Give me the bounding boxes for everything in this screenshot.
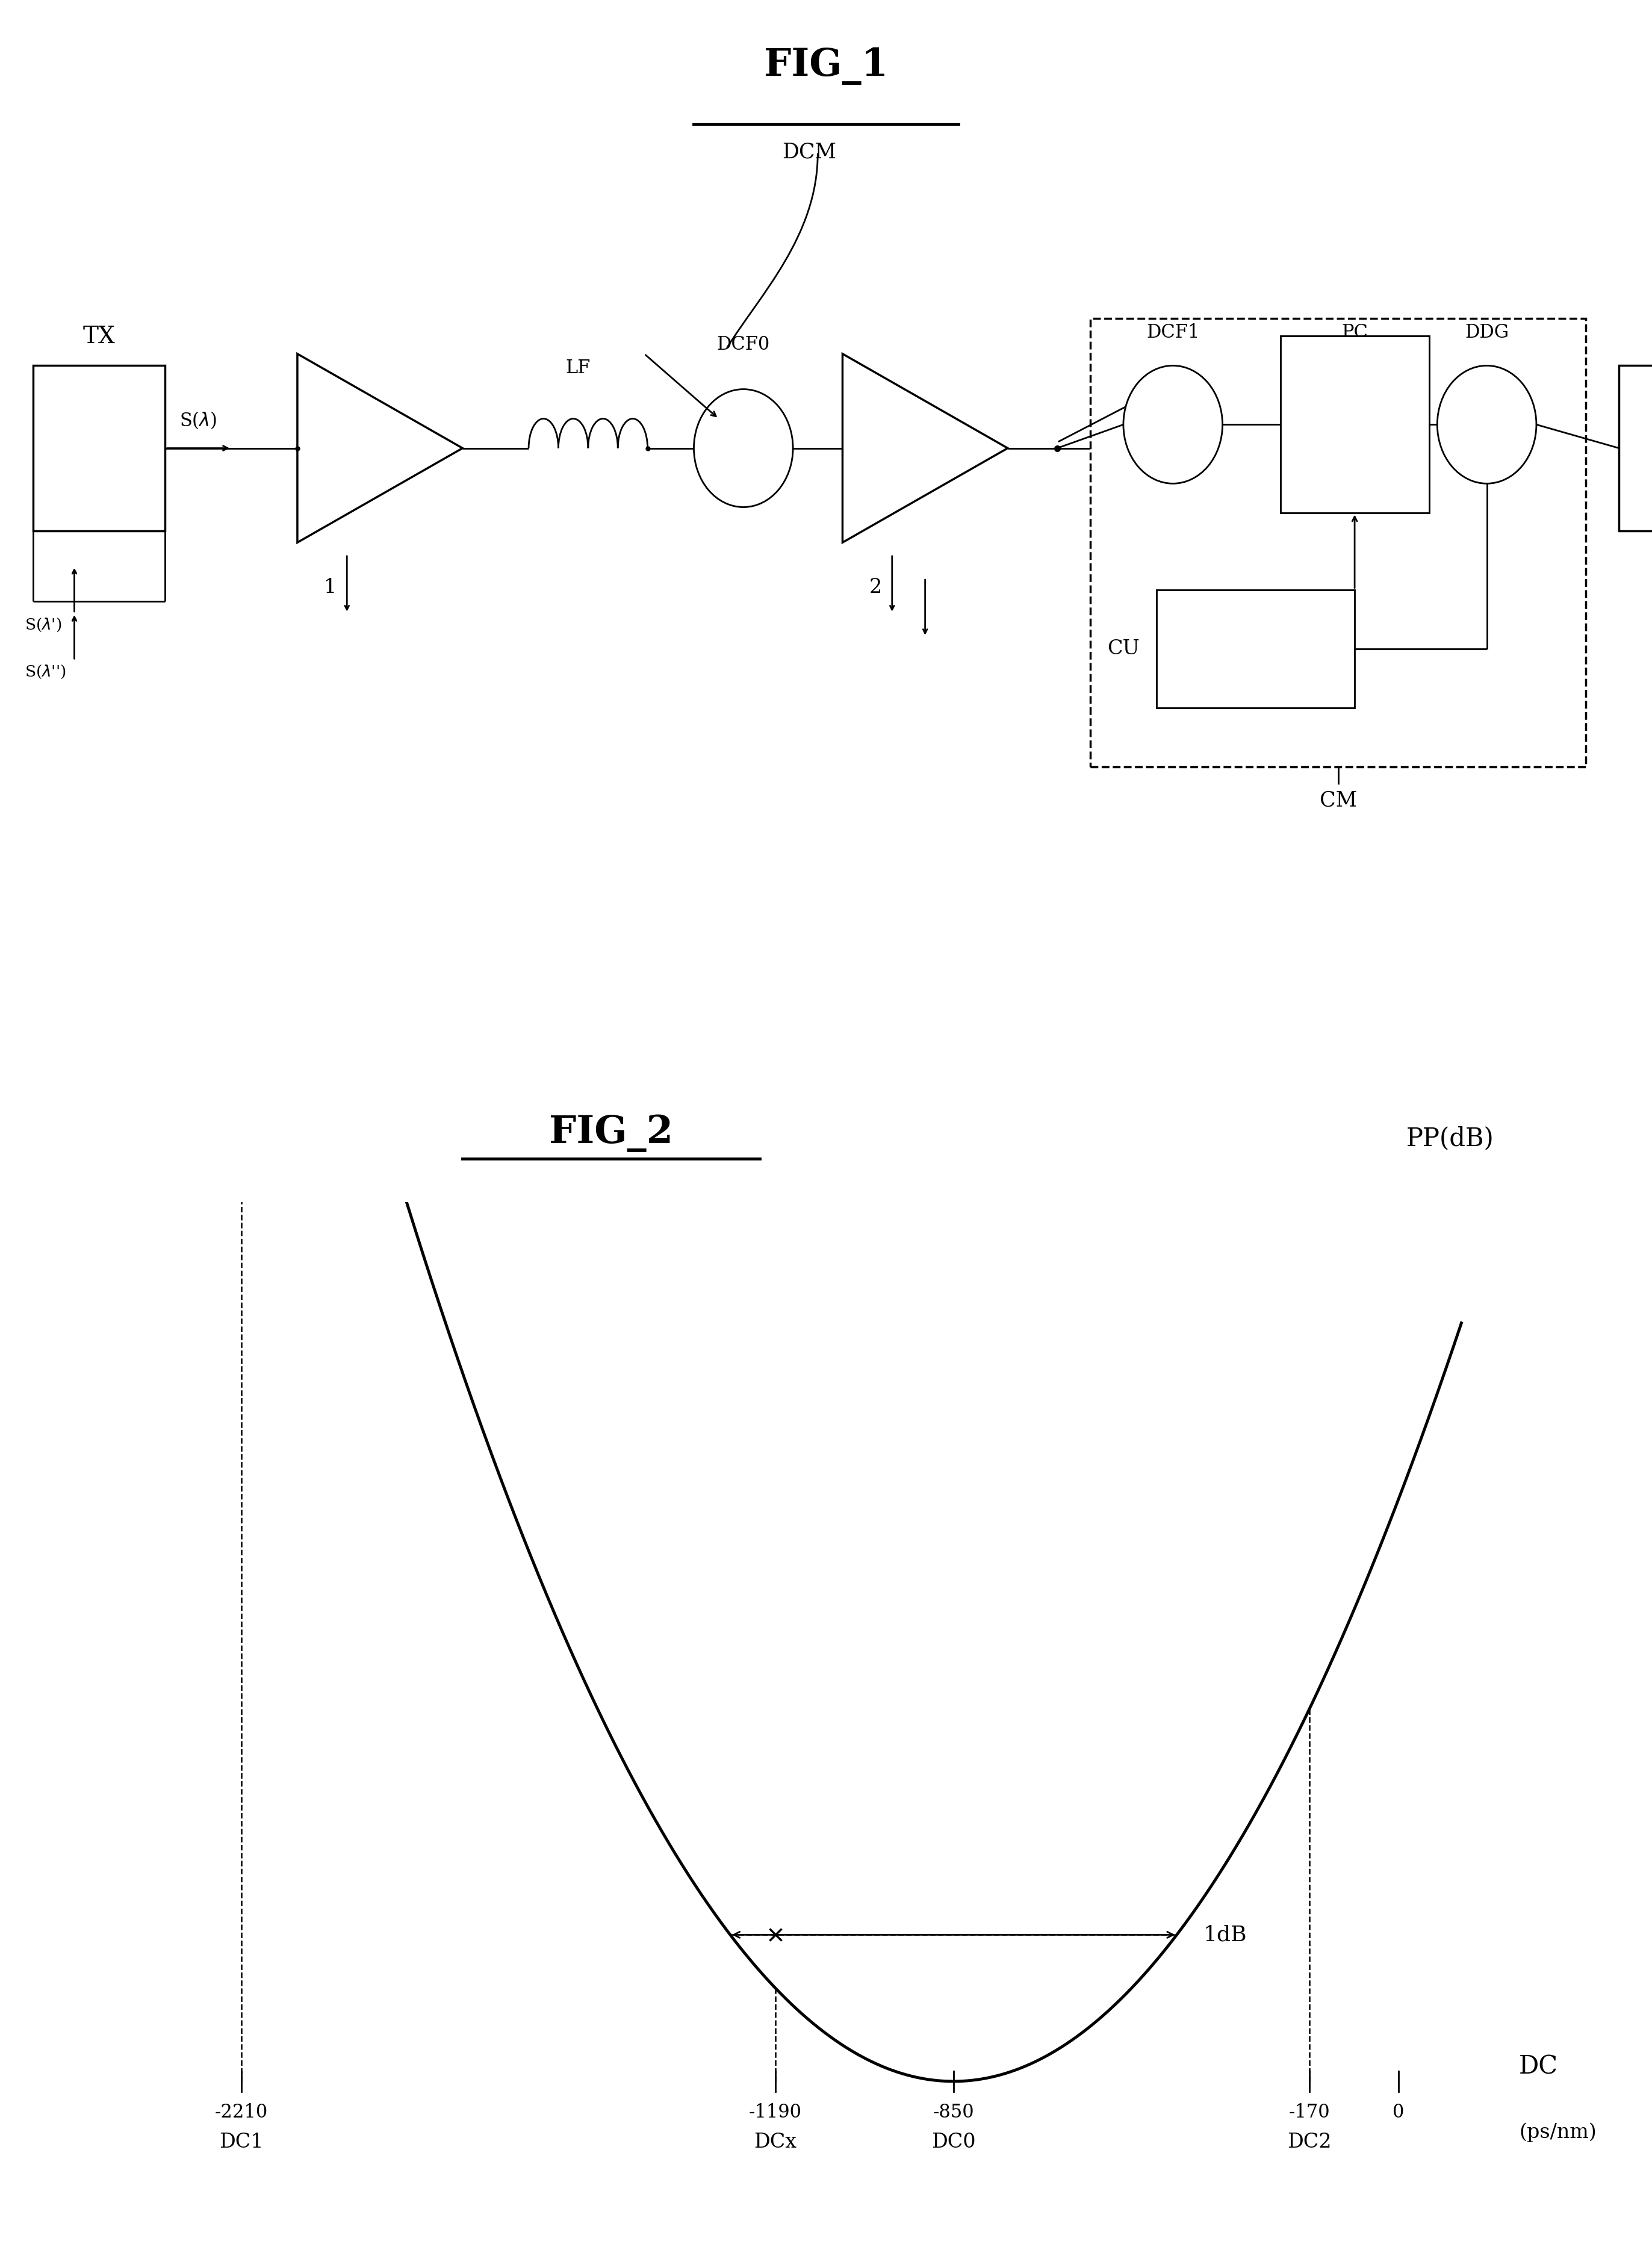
Bar bbox=[1280, 336, 1429, 513]
Text: -170: -170 bbox=[1289, 2102, 1330, 2123]
Polygon shape bbox=[297, 354, 463, 542]
Text: PC: PC bbox=[1341, 324, 1368, 342]
Text: -850: -850 bbox=[933, 2102, 975, 2123]
Text: DC0: DC0 bbox=[932, 2132, 976, 2152]
Text: FIG_2: FIG_2 bbox=[548, 1114, 674, 1152]
Text: (ps/nm): (ps/nm) bbox=[1520, 2123, 1596, 2143]
Polygon shape bbox=[843, 354, 1008, 542]
Ellipse shape bbox=[1123, 365, 1222, 483]
Text: PP(dB): PP(dB) bbox=[1406, 1125, 1493, 1150]
Text: DC1: DC1 bbox=[220, 2132, 263, 2152]
Text: 2: 2 bbox=[869, 578, 882, 596]
Text: CU: CU bbox=[1107, 640, 1140, 658]
Text: S($\lambda$''): S($\lambda$'') bbox=[25, 665, 66, 680]
Text: DCF0: DCF0 bbox=[717, 336, 770, 354]
Bar bbox=[33, 365, 165, 531]
Text: -1190: -1190 bbox=[748, 2102, 801, 2123]
Text: DCF1: DCF1 bbox=[1146, 324, 1199, 342]
Bar bbox=[1619, 365, 1652, 531]
Text: DC: DC bbox=[1520, 2055, 1558, 2080]
Text: DCx: DCx bbox=[753, 2132, 796, 2152]
Text: LF: LF bbox=[565, 358, 591, 376]
Text: DC2: DC2 bbox=[1287, 2132, 1332, 2152]
Ellipse shape bbox=[1437, 365, 1536, 483]
Ellipse shape bbox=[694, 390, 793, 508]
Text: 1dB: 1dB bbox=[1203, 1926, 1247, 1946]
Text: -2210: -2210 bbox=[215, 2102, 268, 2123]
Text: S($\lambda$'): S($\lambda$') bbox=[25, 617, 61, 633]
Text: TX: TX bbox=[83, 327, 116, 347]
Bar bbox=[1090, 318, 1586, 767]
Text: S($\lambda$): S($\lambda$) bbox=[180, 411, 216, 431]
Bar bbox=[1156, 590, 1355, 708]
Text: 1: 1 bbox=[324, 578, 337, 596]
Text: DDG: DDG bbox=[1465, 324, 1508, 342]
Text: DCM: DCM bbox=[783, 141, 836, 161]
Text: FIG_1: FIG_1 bbox=[763, 48, 889, 84]
Text: 0: 0 bbox=[1393, 2102, 1404, 2123]
Text: CM: CM bbox=[1320, 789, 1356, 810]
